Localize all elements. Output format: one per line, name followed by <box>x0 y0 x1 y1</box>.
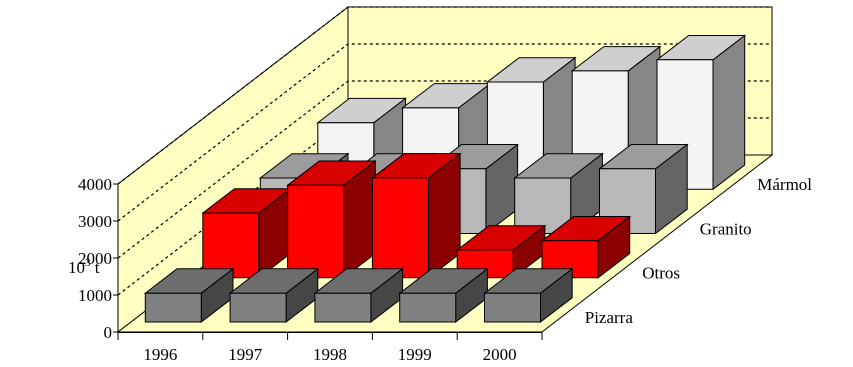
bar-front <box>314 292 372 323</box>
bar-front <box>144 292 202 323</box>
bar-front <box>287 184 345 279</box>
gridline <box>117 6 772 185</box>
series-label: Granito <box>700 219 752 238</box>
series-label: Otros <box>642 264 680 283</box>
bar-front <box>371 177 429 279</box>
y-tick-label: 2000 <box>78 249 112 268</box>
x-tick-label: 1997 <box>228 345 263 364</box>
bar-front <box>484 292 541 323</box>
labels: 0 1000 2000 3000 4000 103 t 1996 1997 1998 1999 20… <box>68 175 812 364</box>
y-tick-label: 4000 <box>78 175 112 194</box>
series-label: Pizarra <box>585 308 634 327</box>
bar-front <box>202 212 260 279</box>
y-tick-label: 3000 <box>78 212 112 231</box>
series-label: Mármol <box>757 175 812 194</box>
bar-front <box>229 292 287 323</box>
y-axis-label: 103 t <box>68 257 100 277</box>
bar-front <box>399 292 457 323</box>
x-tick-label: 1998 <box>313 345 347 364</box>
y-tick-label: 0 <box>104 323 113 342</box>
bar-side <box>712 34 746 191</box>
x-tick-label: 1999 <box>398 345 432 364</box>
bars <box>143 34 747 324</box>
x-tick-label: 2000 <box>483 345 517 364</box>
y-tick-label: 1000 <box>78 286 112 305</box>
x-tick-label: 1996 <box>143 345 177 364</box>
axes <box>113 183 543 340</box>
gridline <box>117 43 772 222</box>
